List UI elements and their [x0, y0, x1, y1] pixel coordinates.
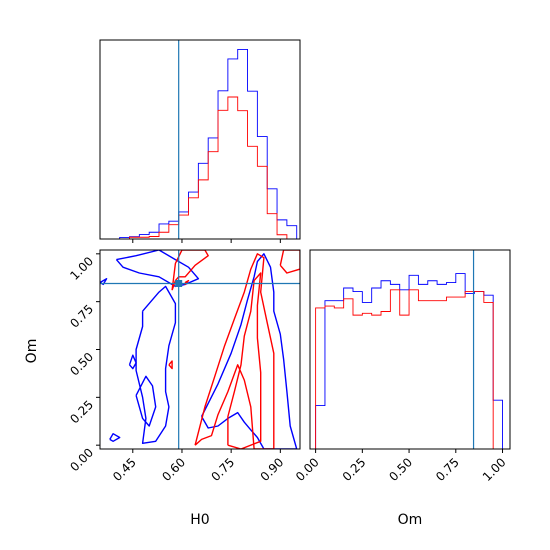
- contour-series-1-path-4: [135, 375, 157, 427]
- contour-y-ticks: 0.00 0.25 0.50 0.75 1.00: [67, 253, 100, 474]
- contour-series-2-path-4: [194, 253, 275, 449]
- contour-series-2-path-3: [168, 360, 173, 370]
- om-histogram-x-tick-label: 0.00: [293, 455, 322, 484]
- contour-series-1-path-3: [135, 285, 177, 444]
- om-histogram-x-tick-label: 1.00: [480, 455, 509, 484]
- om-histogram-panel: 0.00 0.25 0.50 0.75 1.00 Om: [293, 249, 511, 528]
- h0-histogram-frame: [99, 39, 301, 240]
- contour-x-tick-label: 0.60: [159, 455, 188, 484]
- om-histogram-x-tick-label: 0.50: [386, 455, 415, 484]
- contour-x-tick-label: 0.75: [208, 455, 237, 484]
- om-histogram-x-axis-label: Om: [398, 512, 423, 528]
- contour-series-1-path-2: [115, 250, 200, 288]
- contour-frame: [99, 249, 301, 450]
- om-histogram-series-2: [315, 289, 503, 450]
- contour-series-1-path-5: [109, 433, 121, 442]
- contour-x-tick-label: 0.45: [110, 455, 139, 484]
- h0-histogram-series-1: [100, 49, 298, 240]
- contour-y-tick-label: 1.00: [67, 254, 96, 283]
- contour-series-1-path-6: [128, 354, 137, 370]
- contour-y-axis-label: Om: [24, 339, 40, 364]
- om-histogram-x-tick-label: 0.25: [340, 455, 369, 484]
- h0-histogram-series-2: [100, 96, 297, 240]
- contour-series-2-path-5: [227, 272, 262, 449]
- contour-y-tick-label: 0.50: [67, 350, 96, 379]
- contour-x-tick-label: 0.90: [258, 455, 287, 484]
- contour-x-axis-label: H0: [190, 512, 209, 528]
- h0-histogram-ticks: [132, 239, 281, 243]
- contour-x-ticks: 0.45 0.60 0.75 0.90: [110, 449, 286, 484]
- contour-series-2-path-6: [279, 250, 300, 274]
- om-histogram-x-tick-label: 0.75: [433, 455, 462, 484]
- contour-y-tick-label: 0.00: [67, 445, 96, 474]
- h0-om-contour-panel: 0.45 0.60 0.75 0.90 0.00 0.25 0.50 0.75 1.00 H0…: [24, 249, 301, 528]
- contour-y-tick-label: 0.75: [67, 302, 96, 331]
- om-histogram-x-ticks: 0.00 0.25 0.50 0.75 1.00: [293, 449, 509, 484]
- contour-y-tick-label: 0.25: [67, 398, 96, 427]
- h0-histogram-panel: [99, 39, 301, 243]
- contour-series-1-path-7: [200, 253, 298, 449]
- contour-truth-marker: [175, 279, 183, 287]
- om-histogram-frame: [309, 249, 511, 450]
- om-histogram-series-1: [315, 273, 503, 449]
